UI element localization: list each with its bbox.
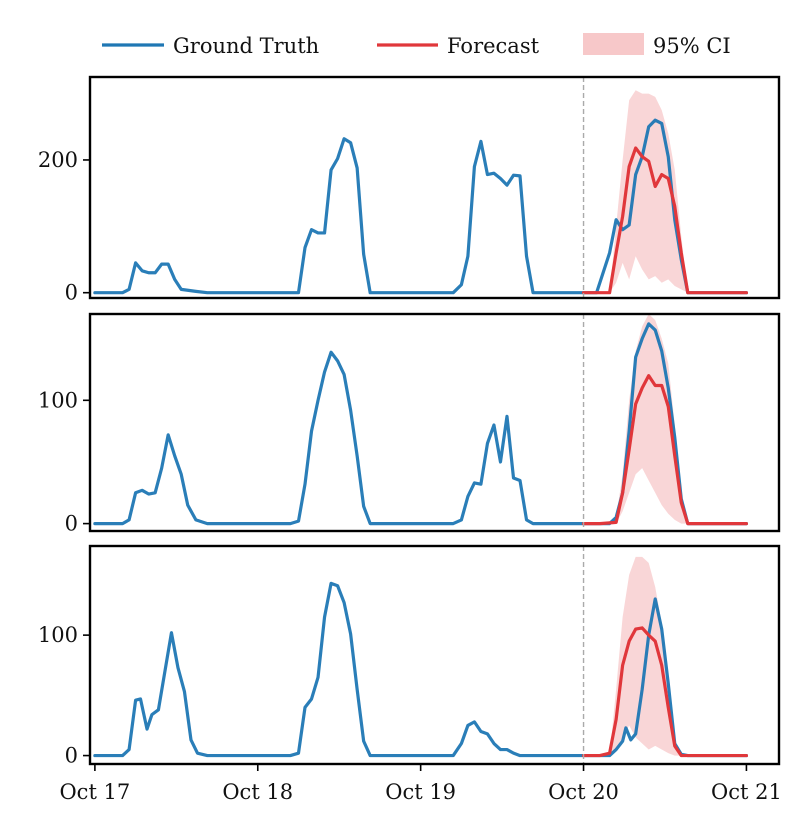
legend-label-ci: 95% CI [653,34,731,58]
ci-band [583,314,747,524]
panel-3: 0 100 [38,544,781,768]
panel-2: 0 100 [38,312,781,536]
panel-frame [88,75,781,300]
x-tick-label: Oct 18 [222,780,293,804]
x-tick-label: Oct 20 [548,780,619,804]
x-tick-label: Oct 19 [385,780,456,804]
panels: 0 200 0 100 0 100 [38,75,781,768]
panel-1: 0 200 [38,75,781,305]
ground-truth-line [93,322,749,526]
ground-truth-line [93,581,749,758]
plot-area [93,90,749,295]
legend-label-ground-truth: Ground Truth [173,34,319,58]
plot-area [93,556,749,758]
forecast-line [581,374,749,526]
ci-band [583,90,747,293]
forecast-line [581,626,749,758]
x-tick-label: Oct 17 [59,780,130,804]
y-tick-label: 200 [38,148,78,172]
y-tick-label: 0 [65,744,78,768]
y-tick-label: 0 [65,281,78,305]
ground-truth-line [93,118,749,295]
legend-label-forecast: Forecast [447,34,540,58]
legend-swatch-ci [583,33,644,55]
y-tick-label: 100 [38,623,78,647]
y-tick-label: 0 [65,512,78,536]
x-axis: Oct 17 Oct 18 Oct 19 Oct 20 Oct 21 [59,764,782,804]
panel-frame [88,312,781,533]
panel-frame [88,544,781,766]
x-tick-label: Oct 21 [711,780,782,804]
legend: Ground Truth Forecast 95% CI [102,33,731,58]
y-tick-label: 100 [38,388,78,412]
forecast-line [581,146,749,295]
plot-area [93,314,749,526]
